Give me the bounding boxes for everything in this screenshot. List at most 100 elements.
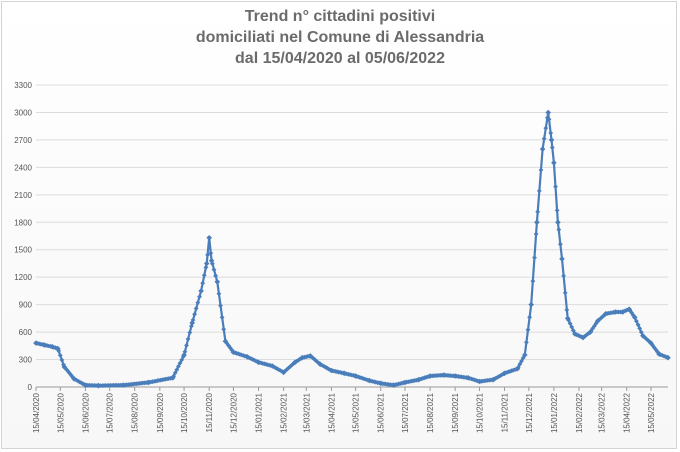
x-tick-label: 15/09/2021 (451, 392, 460, 433)
y-tick-label: 900 (19, 301, 33, 310)
data-point (546, 116, 552, 122)
data-point (441, 372, 447, 378)
data-point (352, 373, 359, 379)
y-tick-label: 1200 (14, 273, 32, 282)
data-point (562, 290, 568, 296)
y-tick-label: 1500 (14, 246, 32, 255)
x-tick-label: 15/11/2020 (205, 392, 214, 432)
data-point (221, 326, 227, 332)
data-point (561, 273, 566, 279)
x-tick-label: 15/06/2021 (377, 392, 386, 433)
chart-title: Trend n° cittadini positivi domiciliati … (0, 6, 680, 69)
data-point (229, 347, 235, 353)
data-point (635, 322, 641, 328)
data-point (556, 227, 562, 232)
x-tick-label: 15/06/2020 (81, 392, 90, 433)
y-tick-label: 2100 (14, 191, 32, 200)
data-point (520, 355, 526, 361)
x-tick-label: 15/03/2021 (302, 392, 311, 433)
data-point (648, 340, 654, 346)
data-point (549, 145, 555, 150)
data-point (564, 307, 570, 313)
data-point (247, 355, 252, 361)
data-point (195, 300, 201, 305)
y-tick-label: 3000 (14, 108, 32, 117)
data-point (244, 354, 250, 360)
data-point (176, 364, 181, 369)
data-point (580, 334, 586, 341)
data-point (218, 303, 223, 308)
gridlines (36, 84, 668, 388)
data-point (539, 146, 546, 152)
data-point (80, 381, 86, 387)
x-tick-label: 15/04/2022 (623, 392, 632, 433)
data-point (548, 130, 554, 136)
data-point (476, 378, 483, 385)
data-point (82, 382, 89, 388)
data-point (292, 359, 298, 366)
data-point (377, 380, 384, 387)
data-point (402, 379, 408, 386)
data-point (593, 321, 599, 326)
data-point (205, 252, 210, 258)
chart-title-line-1: Trend n° cittadini positivi (244, 8, 436, 25)
data-point (203, 265, 209, 270)
data-point (187, 330, 193, 335)
data-point (525, 327, 531, 333)
data-point (535, 209, 541, 215)
plot-area (33, 109, 671, 389)
x-tick-label: 15/05/2020 (56, 392, 65, 433)
data-point (286, 365, 291, 371)
data-point (530, 278, 536, 284)
data-point (77, 379, 83, 385)
data-point (522, 352, 528, 358)
x-tick-label: 15/05/2021 (352, 392, 361, 433)
data-point (198, 288, 204, 294)
x-tick-label: 15/04/2021 (327, 392, 336, 433)
data-point (490, 376, 496, 383)
x-tick-label: 15/02/2022 (575, 392, 584, 433)
data-point (587, 329, 594, 335)
data-point (390, 382, 397, 388)
data-point (200, 280, 206, 286)
data-point (572, 331, 578, 337)
data-point (341, 370, 348, 377)
y-tick-label: 1800 (14, 218, 32, 227)
data-point (280, 369, 287, 376)
y-axis: 0 300 600 900 1200 1500 1800 2100 2400 2700 3000 33… (14, 81, 32, 392)
data-point (59, 357, 65, 363)
data-point (632, 314, 638, 321)
data-point (501, 370, 508, 377)
data-point (203, 260, 210, 267)
data-point (559, 256, 565, 262)
data-point (551, 160, 557, 166)
data-point (416, 376, 422, 383)
x-tick-label: 15/05/2022 (647, 392, 656, 433)
data-point (532, 255, 537, 260)
x-tick-label: 15/08/2021 (426, 392, 435, 433)
y-tick-label: 2700 (14, 136, 32, 145)
x-tick-label: 15/12/2021 (525, 392, 534, 433)
data-point (227, 345, 233, 351)
x-tick-label: 15/09/2020 (156, 392, 165, 433)
x-tick-label: 15/02/2021 (280, 392, 289, 433)
x-axis: 15/04/2020 15/05/2020 15/06/2020 15/07/2020… (32, 387, 656, 433)
data-point (543, 125, 549, 131)
x-tick-label: 15/01/2022 (550, 392, 559, 433)
data-point (189, 320, 195, 326)
data-point (548, 137, 555, 143)
data-point (524, 340, 529, 345)
data-point (528, 301, 534, 308)
data-point (177, 360, 183, 366)
data-point (555, 219, 561, 226)
data-point (49, 343, 55, 350)
data-point (120, 382, 127, 388)
x-tick-label: 15/03/2022 (598, 392, 607, 433)
data-point (179, 357, 185, 363)
data-point (170, 375, 176, 381)
chart-title-line-2: domiciliati nel Comune di Alessandria (195, 29, 485, 46)
y-tick-label: 3300 (14, 81, 32, 90)
data-point (626, 306, 632, 312)
data-point (545, 109, 551, 116)
